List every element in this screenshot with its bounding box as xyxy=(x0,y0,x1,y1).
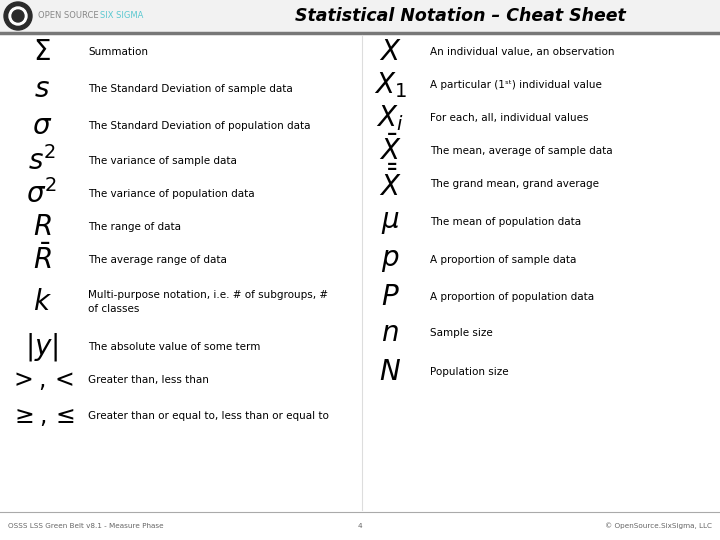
Text: A proportion of population data: A proportion of population data xyxy=(430,292,594,302)
Text: The average range of data: The average range of data xyxy=(88,255,227,265)
Text: $s^2$: $s^2$ xyxy=(28,146,56,176)
Bar xyxy=(0,0,720,32)
Circle shape xyxy=(12,10,24,22)
Text: Greater than, less than: Greater than, less than xyxy=(88,375,209,385)
Text: $\geq,\leq$: $\geq,\leq$ xyxy=(9,404,74,428)
Text: $p$: $p$ xyxy=(381,246,399,274)
Text: The mean, average of sample data: The mean, average of sample data xyxy=(430,146,613,156)
Text: The Standard Deviation of sample data: The Standard Deviation of sample data xyxy=(88,84,293,94)
Text: $R$: $R$ xyxy=(32,213,51,241)
Text: $X_1$: $X_1$ xyxy=(374,70,406,100)
Text: A proportion of sample data: A proportion of sample data xyxy=(430,255,577,265)
Text: 4: 4 xyxy=(358,523,362,529)
Text: $\bar{X}$: $\bar{X}$ xyxy=(379,136,401,166)
Text: Sample size: Sample size xyxy=(430,328,492,338)
Text: $s$: $s$ xyxy=(34,75,50,103)
Text: of classes: of classes xyxy=(88,304,140,314)
Text: SIX SIGMA: SIX SIGMA xyxy=(100,11,143,21)
Text: $X_i$: $X_i$ xyxy=(377,103,404,133)
Text: The range of data: The range of data xyxy=(88,222,181,232)
Text: OPEN SOURCE: OPEN SOURCE xyxy=(38,11,99,21)
Text: Multi-purpose notation, i.e. # of subgroups, #: Multi-purpose notation, i.e. # of subgro… xyxy=(88,290,328,300)
Text: $\bar{\bar{X}}$: $\bar{\bar{X}}$ xyxy=(379,166,401,202)
Text: Statistical Notation – Cheat Sheet: Statistical Notation – Cheat Sheet xyxy=(294,7,626,25)
Text: $\mu$: $\mu$ xyxy=(381,208,400,236)
Text: Greater than or equal to, less than or equal to: Greater than or equal to, less than or e… xyxy=(88,411,329,421)
Text: © OpenSource.SixSigma, LLC: © OpenSource.SixSigma, LLC xyxy=(605,523,712,529)
Text: Population size: Population size xyxy=(430,367,508,377)
Text: An individual value, an observation: An individual value, an observation xyxy=(430,47,614,57)
Text: A particular (1ˢᵗ) individual value: A particular (1ˢᵗ) individual value xyxy=(430,80,602,90)
Text: The variance of population data: The variance of population data xyxy=(88,189,255,199)
Text: The mean of population data: The mean of population data xyxy=(430,217,581,227)
Text: $N$: $N$ xyxy=(379,358,401,386)
Text: $\bar{R}$: $\bar{R}$ xyxy=(32,245,51,275)
Text: $X$: $X$ xyxy=(379,38,401,66)
Text: $P$: $P$ xyxy=(381,283,400,311)
Text: $\sigma^2$: $\sigma^2$ xyxy=(27,179,58,209)
Text: $|y|$: $|y|$ xyxy=(25,331,59,363)
Text: $>,<$: $>,<$ xyxy=(9,368,74,392)
Text: The Standard Deviation of population data: The Standard Deviation of population dat… xyxy=(88,121,310,131)
Text: The variance of sample data: The variance of sample data xyxy=(88,156,237,166)
Text: $n$: $n$ xyxy=(381,319,399,347)
Text: OSSS LSS Green Belt v8.1 - Measure Phase: OSSS LSS Green Belt v8.1 - Measure Phase xyxy=(8,523,163,529)
Text: $\sigma$: $\sigma$ xyxy=(32,112,52,140)
Circle shape xyxy=(9,7,27,25)
Text: Summation: Summation xyxy=(88,47,148,57)
Circle shape xyxy=(4,2,32,30)
Text: The absolute value of some term: The absolute value of some term xyxy=(88,342,261,352)
Text: $\Sigma$: $\Sigma$ xyxy=(33,38,51,66)
Text: $k$: $k$ xyxy=(32,288,52,316)
Text: For each, all, individual values: For each, all, individual values xyxy=(430,113,588,123)
Text: The grand mean, grand average: The grand mean, grand average xyxy=(430,179,599,189)
